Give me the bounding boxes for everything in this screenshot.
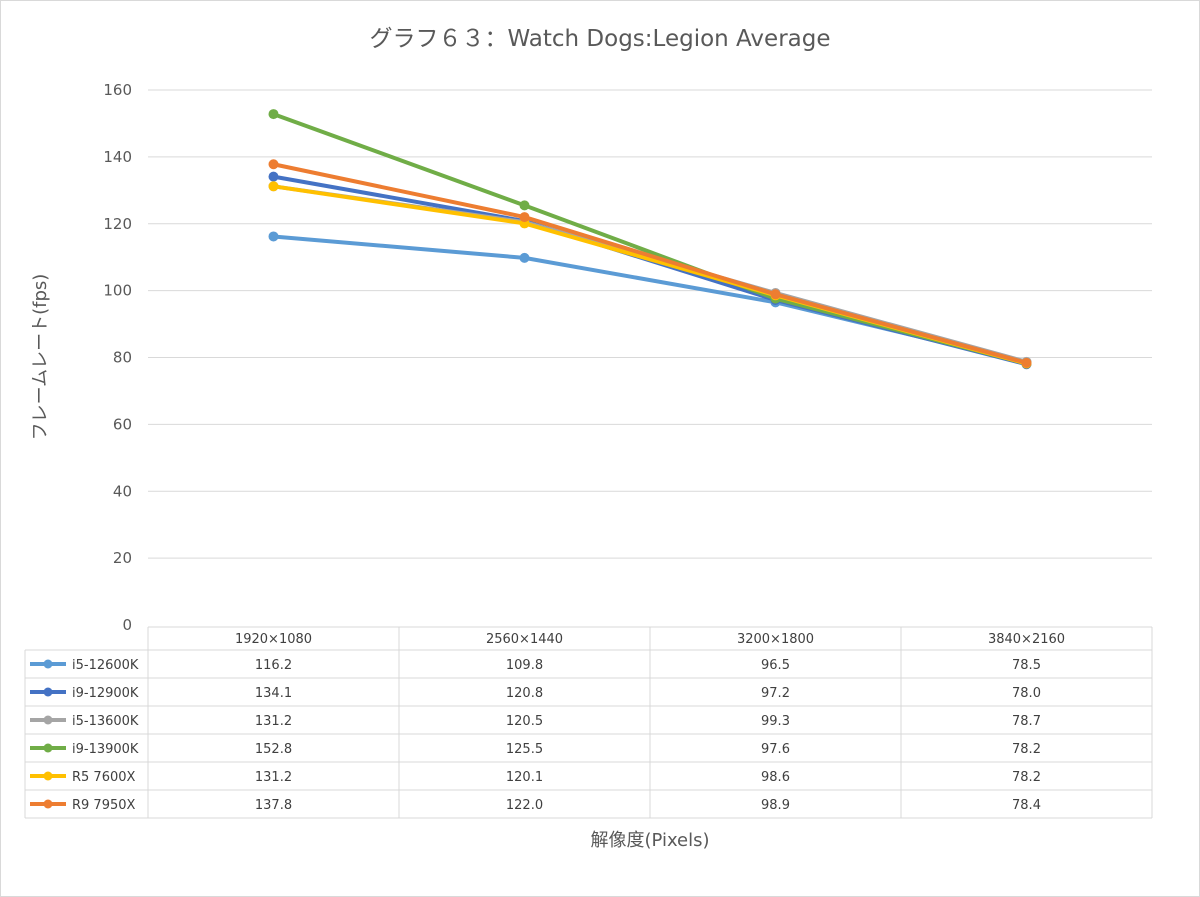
- table-cell: 152.8: [255, 742, 292, 757]
- x-category-label: 3200×1800: [737, 632, 814, 647]
- data-point: [770, 289, 781, 300]
- table-cell: 78.2: [1012, 742, 1041, 757]
- legend-key: [30, 659, 66, 669]
- table-cell: 125.5: [506, 742, 543, 757]
- table-cell: 99.3: [761, 714, 790, 729]
- legend-label: R9 7950X: [72, 798, 136, 813]
- table-cell: 137.8: [255, 798, 292, 813]
- series-r5-7600x: [268, 181, 1032, 369]
- y-tick-label: 100: [103, 282, 132, 300]
- data-point: [1021, 357, 1032, 368]
- legend-key: [30, 715, 66, 725]
- y-tick-label: 80: [113, 349, 132, 367]
- legend-marker: [43, 687, 53, 697]
- table-cell: 116.2: [255, 658, 292, 673]
- legend-label: i9-13900K: [72, 742, 139, 757]
- y-tick-label: 0: [122, 616, 132, 634]
- table-cell: 97.6: [761, 742, 790, 757]
- legend-marker: [43, 771, 53, 781]
- data-point: [268, 109, 279, 120]
- y-tick-label: 20: [113, 549, 132, 567]
- table-cell: 109.8: [506, 658, 543, 673]
- table-cell: 78.2: [1012, 770, 1041, 785]
- legend-marker: [43, 715, 53, 725]
- series-i9-13900k: [268, 109, 1032, 369]
- series-line: [271, 112, 1029, 366]
- data-table: 1920×1080 2560×1440 3200×1800 3840×2160 i5-1…: [24, 626, 1153, 819]
- series-r9-7950x: [268, 159, 1032, 368]
- data-point: [519, 200, 530, 211]
- chart-title: グラフ６３：Watch Dogs:Legion Average: [370, 26, 831, 52]
- legend-key: [30, 799, 66, 809]
- table-cell: 122.0: [506, 798, 543, 813]
- y-tick-label: 120: [103, 215, 132, 233]
- table-cell: 98.6: [761, 770, 790, 785]
- series-i5-13600k: [268, 181, 1032, 367]
- data-point: [268, 171, 279, 182]
- legend-marker: [43, 799, 53, 809]
- table-cell: 131.2: [255, 714, 292, 729]
- table-cell: 98.9: [761, 798, 790, 813]
- legend-label: i5-13600K: [72, 714, 139, 729]
- x-category-label: 1920×1080: [235, 632, 312, 647]
- x-category-label: 2560×1440: [486, 632, 563, 647]
- data-point: [519, 252, 530, 263]
- data-point: [268, 231, 279, 242]
- table-cell: 78.0: [1012, 686, 1041, 701]
- legend-label: i5-12600K: [72, 658, 139, 673]
- table-cell: 134.1: [255, 686, 292, 701]
- data-point: [519, 212, 530, 223]
- table-cell: 78.4: [1012, 798, 1041, 813]
- data-point: [268, 181, 279, 192]
- y-axis-ticks: 0 20 40 60 80 100 120 140 160: [103, 81, 132, 634]
- gridlines: [148, 89, 1152, 559]
- y-tick-label: 140: [103, 148, 132, 166]
- legend-marker: [43, 743, 53, 753]
- table-cell: 131.2: [255, 770, 292, 785]
- x-axis-title: 解像度(Pixels): [590, 830, 709, 851]
- series-line: [271, 162, 1029, 365]
- legend-key: [30, 687, 66, 697]
- x-category-label: 3840×2160: [988, 632, 1065, 647]
- y-axis-title: フレームレート(fps): [30, 274, 51, 441]
- series-lines: [268, 109, 1032, 370]
- legend-key: [30, 771, 66, 781]
- table-cell: 78.5: [1012, 658, 1041, 673]
- table-cell: 97.2: [761, 686, 790, 701]
- y-tick-label: 60: [113, 415, 132, 433]
- table-cell: 78.7: [1012, 714, 1041, 729]
- table-cell: 120.1: [506, 770, 543, 785]
- data-point: [268, 159, 279, 170]
- table-cell: 96.5: [761, 658, 790, 673]
- table-cell: 120.5: [506, 714, 543, 729]
- legend-label: i9-12900K: [72, 686, 139, 701]
- legend-label: R5 7600X: [72, 770, 136, 785]
- y-tick-label: 40: [113, 482, 132, 500]
- table-cell: 120.8: [506, 686, 543, 701]
- legend-marker: [43, 659, 53, 669]
- y-tick-label: 160: [103, 81, 132, 99]
- legend-key: [30, 743, 66, 753]
